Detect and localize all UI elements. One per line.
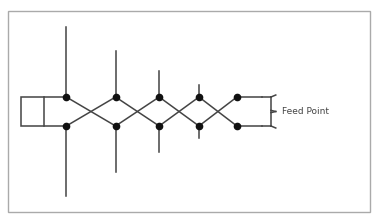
Bar bbox=[21, 97, 44, 126]
Text: Feed Point: Feed Point bbox=[282, 107, 329, 116]
